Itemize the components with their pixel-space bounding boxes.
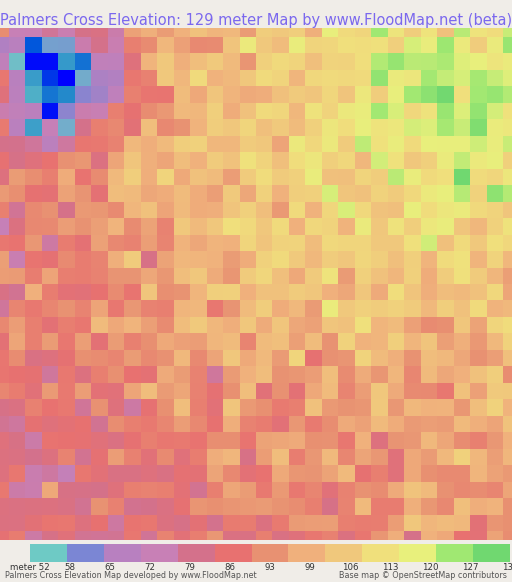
Bar	[288, 544, 326, 562]
Bar	[141, 544, 178, 562]
Text: 113: 113	[382, 563, 398, 572]
Text: 134: 134	[502, 563, 512, 572]
Text: 72: 72	[144, 563, 156, 572]
Text: Palmers Cross Elevation: 129 meter Map by www.FloodMap.net (beta): Palmers Cross Elevation: 129 meter Map b…	[0, 13, 512, 28]
Text: 93: 93	[265, 563, 275, 572]
Bar	[251, 544, 288, 562]
Bar	[104, 544, 141, 562]
Text: meter 52: meter 52	[10, 563, 50, 572]
Bar	[30, 544, 67, 562]
Text: Base map © OpenStreetMap contributors: Base map © OpenStreetMap contributors	[339, 571, 507, 580]
Bar	[215, 544, 251, 562]
Text: 58: 58	[65, 563, 75, 572]
Bar	[178, 544, 215, 562]
Text: 79: 79	[184, 563, 196, 572]
Bar	[399, 544, 436, 562]
Text: 65: 65	[104, 563, 116, 572]
Text: 120: 120	[422, 563, 438, 572]
Text: 99: 99	[305, 563, 315, 572]
Text: Palmers Cross Elevation Map developed by www.FloodMap.net: Palmers Cross Elevation Map developed by…	[5, 571, 257, 580]
Bar	[473, 544, 510, 562]
Bar	[436, 544, 473, 562]
Text: 86: 86	[224, 563, 236, 572]
Text: 106: 106	[342, 563, 358, 572]
Bar	[67, 544, 104, 562]
Bar	[362, 544, 399, 562]
Bar	[326, 544, 362, 562]
Text: 127: 127	[462, 563, 478, 572]
